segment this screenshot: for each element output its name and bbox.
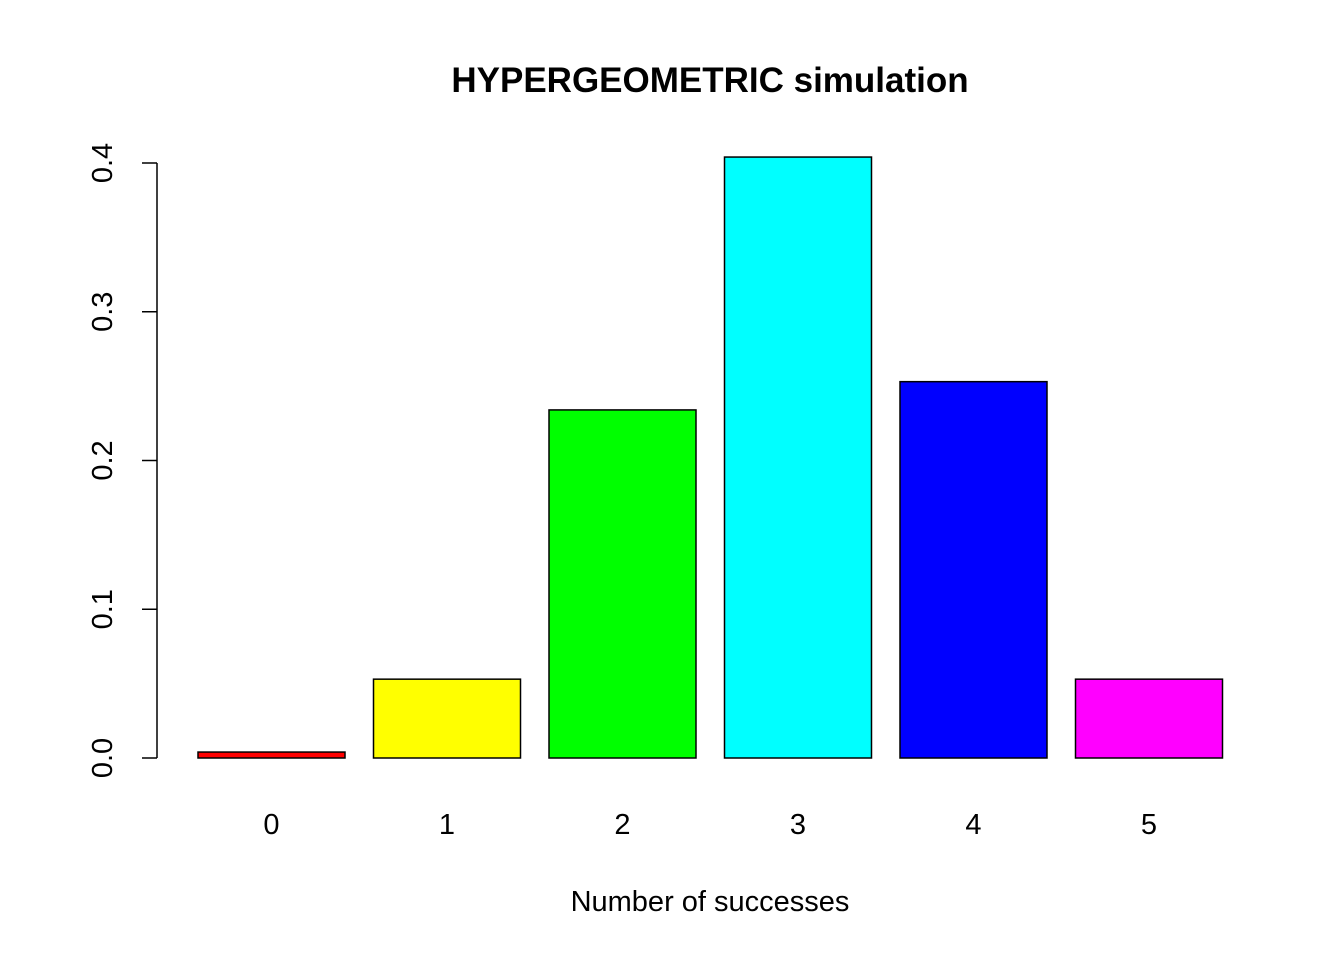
bar-2 bbox=[548, 409, 697, 759]
x-tick-label: 3 bbox=[790, 809, 806, 841]
y-tick-label: 0.3 bbox=[87, 292, 119, 332]
bar-0 bbox=[197, 751, 346, 759]
bar-3 bbox=[723, 156, 873, 759]
chart-title: HYPERGEOMETRIC simulation bbox=[451, 61, 968, 100]
y-tick-label: 0.4 bbox=[87, 143, 119, 183]
y-tick-label: 0.1 bbox=[87, 589, 119, 629]
x-tick-label: 2 bbox=[614, 809, 630, 841]
x-tick-label: 5 bbox=[1141, 809, 1157, 841]
y-axis: 0.0 0.1 0.2 0.3 0.4 bbox=[87, 143, 158, 778]
bar-5 bbox=[1074, 678, 1224, 759]
x-tick-label: 0 bbox=[263, 809, 279, 841]
bars bbox=[197, 156, 1224, 759]
y-tick-label: 0.0 bbox=[87, 738, 119, 778]
bar-1 bbox=[372, 678, 522, 759]
x-axis-label: Number of successes bbox=[571, 886, 850, 918]
x-tick-labels: 0 1 2 3 4 5 bbox=[263, 809, 1157, 841]
y-tick-label: 0.2 bbox=[87, 440, 119, 480]
x-tick-label: 4 bbox=[965, 809, 981, 841]
x-tick-label: 1 bbox=[439, 809, 455, 841]
bar-4 bbox=[899, 380, 1048, 759]
